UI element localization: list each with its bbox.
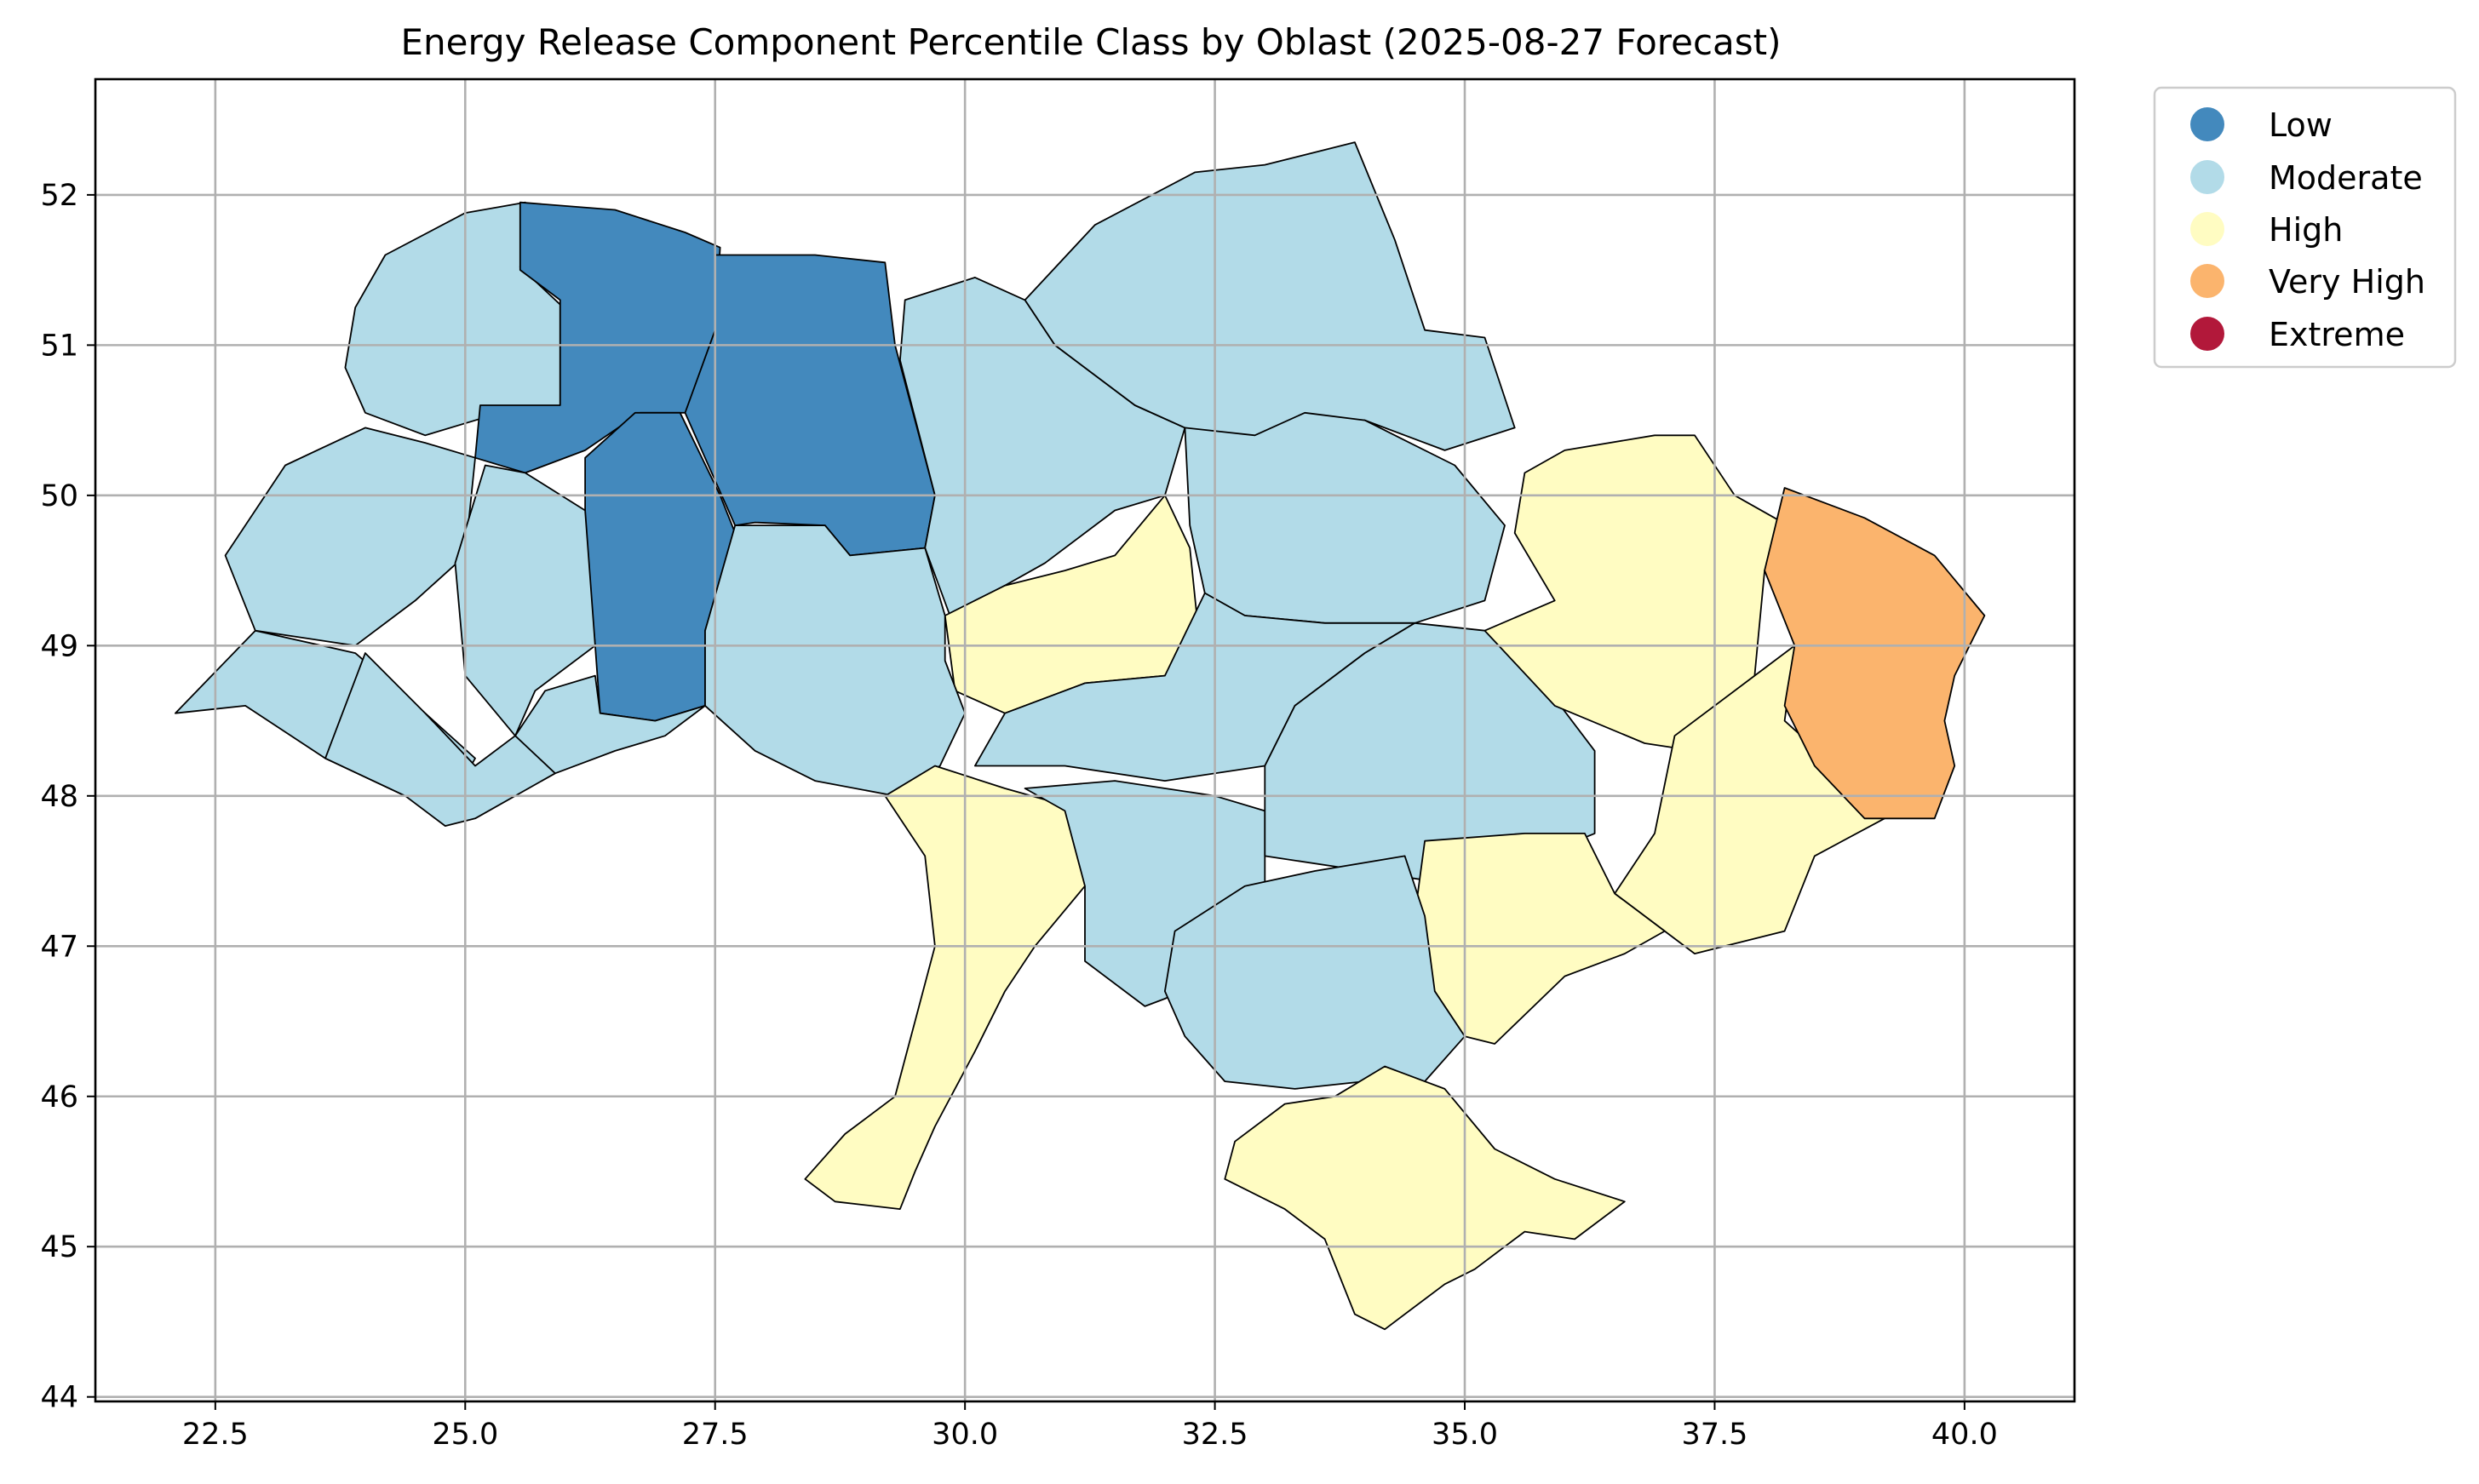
region-moderate-6 bbox=[1024, 141, 1516, 459]
legend-item-extreme: Extreme bbox=[2190, 316, 2405, 353]
legend-item-high: High bbox=[2190, 211, 2343, 249]
region-low-2 bbox=[474, 201, 721, 474]
y-tick-label: 46 bbox=[40, 1080, 78, 1114]
region-high-8 bbox=[944, 494, 1201, 714]
y-tick-label: 52 bbox=[40, 179, 78, 213]
legend-swatch-low bbox=[2190, 107, 2224, 141]
legend-label-high: High bbox=[2269, 211, 2343, 249]
y-tick-label: 44 bbox=[40, 1381, 78, 1415]
legend-box bbox=[2153, 86, 2457, 369]
y-tick-label: 48 bbox=[40, 780, 78, 814]
legend-swatch-extreme bbox=[2190, 317, 2224, 351]
legend-item-very-high: Very High bbox=[2190, 263, 2425, 301]
legend-swatch-high bbox=[2190, 212, 2224, 246]
region-moderate-21 bbox=[224, 427, 476, 647]
gridlines bbox=[95, 79, 2074, 1401]
y-axis: 44 45 46 47 48 49 50 51 52 bbox=[40, 179, 95, 1415]
legend-label-extreme: Extreme bbox=[2269, 316, 2405, 353]
region-moderate-18 bbox=[1164, 855, 1466, 1090]
y-tick-label: 49 bbox=[40, 629, 78, 663]
region-moderate-9 bbox=[704, 524, 967, 797]
y-tick-label: 45 bbox=[40, 1230, 78, 1264]
x-tick-label: 22.5 bbox=[182, 1418, 249, 1452]
x-tick-label: 27.5 bbox=[682, 1418, 749, 1452]
region-moderate-24 bbox=[514, 674, 706, 775]
plot-frame bbox=[94, 77, 2076, 1403]
legend-swatch-very-high bbox=[2190, 264, 2224, 298]
x-tick-label: 30.0 bbox=[932, 1418, 998, 1452]
chart-title: Energy Release Component Percentile Clas… bbox=[400, 21, 1781, 63]
plot-area bbox=[94, 77, 2076, 1403]
oblast-regions bbox=[174, 141, 1986, 1331]
region-high-14 bbox=[1483, 434, 1816, 752]
y-tick-label: 51 bbox=[40, 329, 78, 363]
legend-swatch-moderate bbox=[2190, 160, 2224, 194]
y-tick-label: 47 bbox=[40, 930, 78, 964]
x-tick-label: 25.0 bbox=[432, 1418, 498, 1452]
y-tick-label: 50 bbox=[40, 479, 78, 513]
x-axis: 22.5 25.0 27.5 30.0 32.5 35.0 37.5 40.0 bbox=[182, 1401, 1998, 1452]
region-moderate-11 bbox=[974, 592, 1416, 782]
legend-label-very-high: Very High bbox=[2269, 263, 2425, 301]
x-tick-label: 37.5 bbox=[1681, 1418, 1747, 1452]
legend: Low Moderate High Very High Extreme bbox=[2153, 86, 2457, 369]
region-high-19 bbox=[1224, 1065, 1626, 1331]
region-very-high-16 bbox=[1764, 487, 1986, 820]
legend-label-moderate: Moderate bbox=[2269, 159, 2423, 197]
legend-item-moderate: Moderate bbox=[2190, 159, 2423, 197]
x-tick-label: 40.0 bbox=[1931, 1418, 1998, 1452]
x-tick-label: 32.5 bbox=[1182, 1418, 1248, 1452]
legend-label-low: Low bbox=[2269, 106, 2333, 144]
x-tick-label: 35.0 bbox=[1432, 1418, 1498, 1452]
legend-item-low: Low bbox=[2190, 106, 2333, 144]
